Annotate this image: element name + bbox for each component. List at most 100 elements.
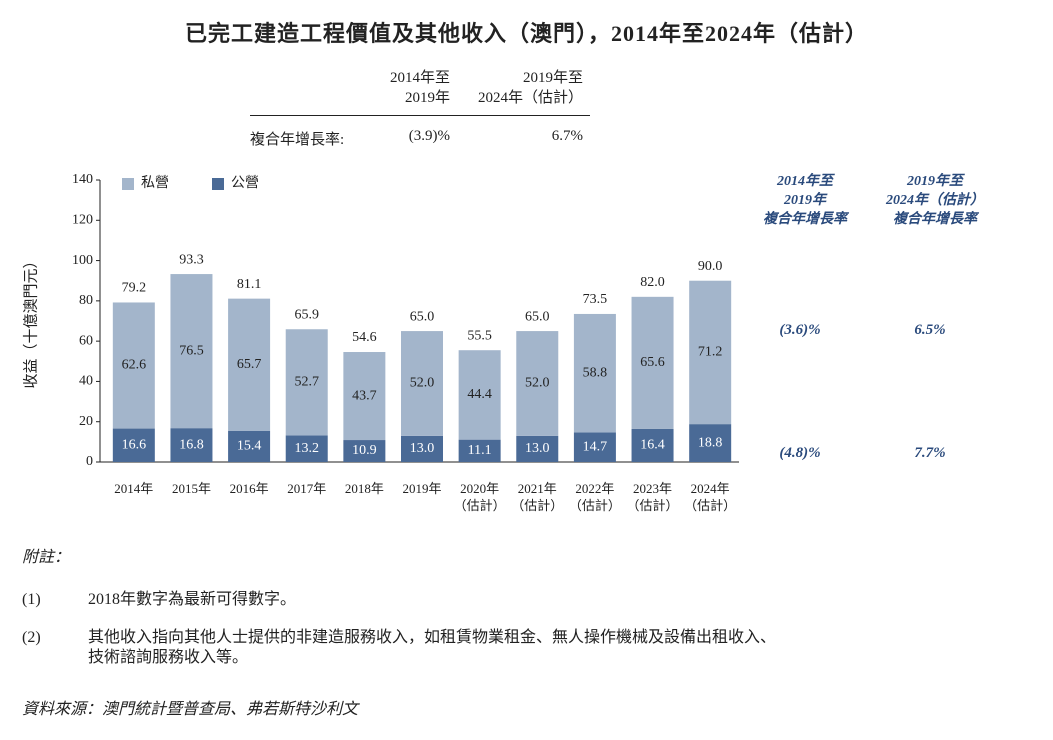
y-tick-label: 140 [72,172,93,187]
table-rule [250,115,590,116]
total-label: 90.0 [698,259,723,274]
segment-cagr-value: 6.5% [914,322,946,338]
total-label: 93.3 [179,252,204,267]
notes-heading: 附註： [22,549,71,566]
y-tick-label: 80 [79,293,93,308]
segment-label: 76.5 [179,343,204,358]
bar-segment [573,432,616,462]
cagr-header: 2019年至 2024年（估計） [477,70,583,106]
bar-segment [170,428,213,462]
segment-label: 13.0 [410,441,435,456]
bar-segment [458,439,501,462]
segment-label: 43.7 [352,388,377,403]
total-label: 79.2 [122,281,147,296]
bar-segment [631,428,674,462]
legend-label: 公營 [231,175,259,191]
bar-segment [573,313,616,433]
total-label: 55.5 [467,328,492,343]
total-label: 73.5 [583,292,608,307]
total-label: 82.0 [640,275,665,290]
bar-segment [228,430,271,462]
note-number: (1) [22,591,41,608]
bar-segment [516,435,559,462]
note-number: (2) [22,629,41,646]
total-label: 81.1 [237,277,262,292]
segment-label: 16.6 [122,438,147,453]
bar-segment [689,280,732,425]
legend-swatch [212,178,224,190]
segment-label: 65.6 [640,355,665,370]
segment-cagr-value: 7.7% [914,445,946,461]
bar-segment [631,296,674,429]
segment-label: 18.8 [698,435,723,450]
segment-label: 52.7 [294,375,319,390]
bar-segment [458,350,501,440]
legend-label: 私營 [141,175,169,191]
y-tick-label: 60 [79,333,93,348]
segment-label: 16.4 [640,438,665,453]
y-tick-label: 0 [86,454,93,469]
segment-label: 10.9 [352,443,377,458]
segment-label: 13.2 [294,441,319,456]
bar-segment [112,302,155,429]
legend-swatch [122,178,134,190]
source: 資料來源：澳門統計暨普查局、弗若斯特沙利文 [22,701,359,718]
cagr-header: 2014年至 2019年 [389,70,450,106]
bar-segment [401,331,443,436]
total-label: 65.0 [410,309,435,324]
x-tick-label: 2016年 [229,481,269,496]
segment-cagr-value: (3.6)% [779,322,821,338]
x-tick-label: 2022年 （估計） [568,481,621,513]
bar-segment [401,435,443,462]
y-tick-label: 120 [72,213,93,228]
bar-segment [343,440,386,462]
x-tick-label: 2021年 （估計） [511,481,564,513]
x-tick-label: 2018年 [344,481,384,496]
cagr-value: 6.7% [551,128,583,144]
segment-label: 13.0 [525,441,550,456]
segment-label: 65.7 [237,357,262,372]
bar-segment [689,424,732,462]
cagr-value: (3.9)% [408,128,450,144]
total-label: 65.0 [525,309,550,324]
cagr-row-label: 複合年增長率: [250,132,345,148]
total-label: 54.6 [352,330,377,345]
y-axis-label: 收益（十億澳門元） [22,253,39,388]
x-tick-label: 2015年 [171,481,211,496]
x-tick-label: 2023年 （估計） [626,481,679,513]
segment-cagr-header: 2014年至 2019年 複合年增長率 [763,174,847,227]
segment-label: 52.0 [525,376,550,391]
y-tick-label: 100 [72,253,93,268]
note-text: 其他收入指向其他人士提供的非建造服務收入，如租賃物業租金、無人操作機械及設備出租… [88,629,777,666]
x-tick-label: 2019年 [402,481,442,496]
segment-label: 16.8 [179,437,204,452]
bar-segment [516,331,559,436]
segment-label: 15.4 [237,439,262,454]
x-tick-label: 2020年 （估計） [453,481,506,513]
x-tick-label: 2014年 [114,481,154,496]
segment-label: 62.6 [122,358,147,373]
total-label: 65.9 [294,307,319,322]
x-tick-label: 2024年 （估計） [684,481,737,513]
segment-cagr-value: (4.8)% [779,445,821,461]
segment-label: 44.4 [467,387,492,402]
x-tick-label: 2017年 [287,481,327,496]
bar-segment [285,435,328,462]
segment-label: 14.7 [583,439,608,454]
bar-segment [285,329,328,436]
bar-segment [170,274,213,429]
segment-label: 11.1 [468,443,492,458]
segment-cagr-header: 2019年至 2024年（估計） 複合年增長率 [886,174,984,227]
segment-label: 58.8 [583,365,608,380]
y-tick-label: 20 [79,414,93,429]
bar-segment [343,352,386,441]
y-tick-label: 40 [79,374,93,389]
bar-segment [228,298,271,431]
note-text: 2018年數字為最新可得數字。 [88,591,297,608]
chart-title: 已完工建造工程價值及其他收入（澳門），2014年至2024年（估計） [184,21,868,46]
segment-label: 52.0 [410,376,435,391]
bar-segment [112,428,155,462]
segment-label: 71.2 [698,345,723,360]
